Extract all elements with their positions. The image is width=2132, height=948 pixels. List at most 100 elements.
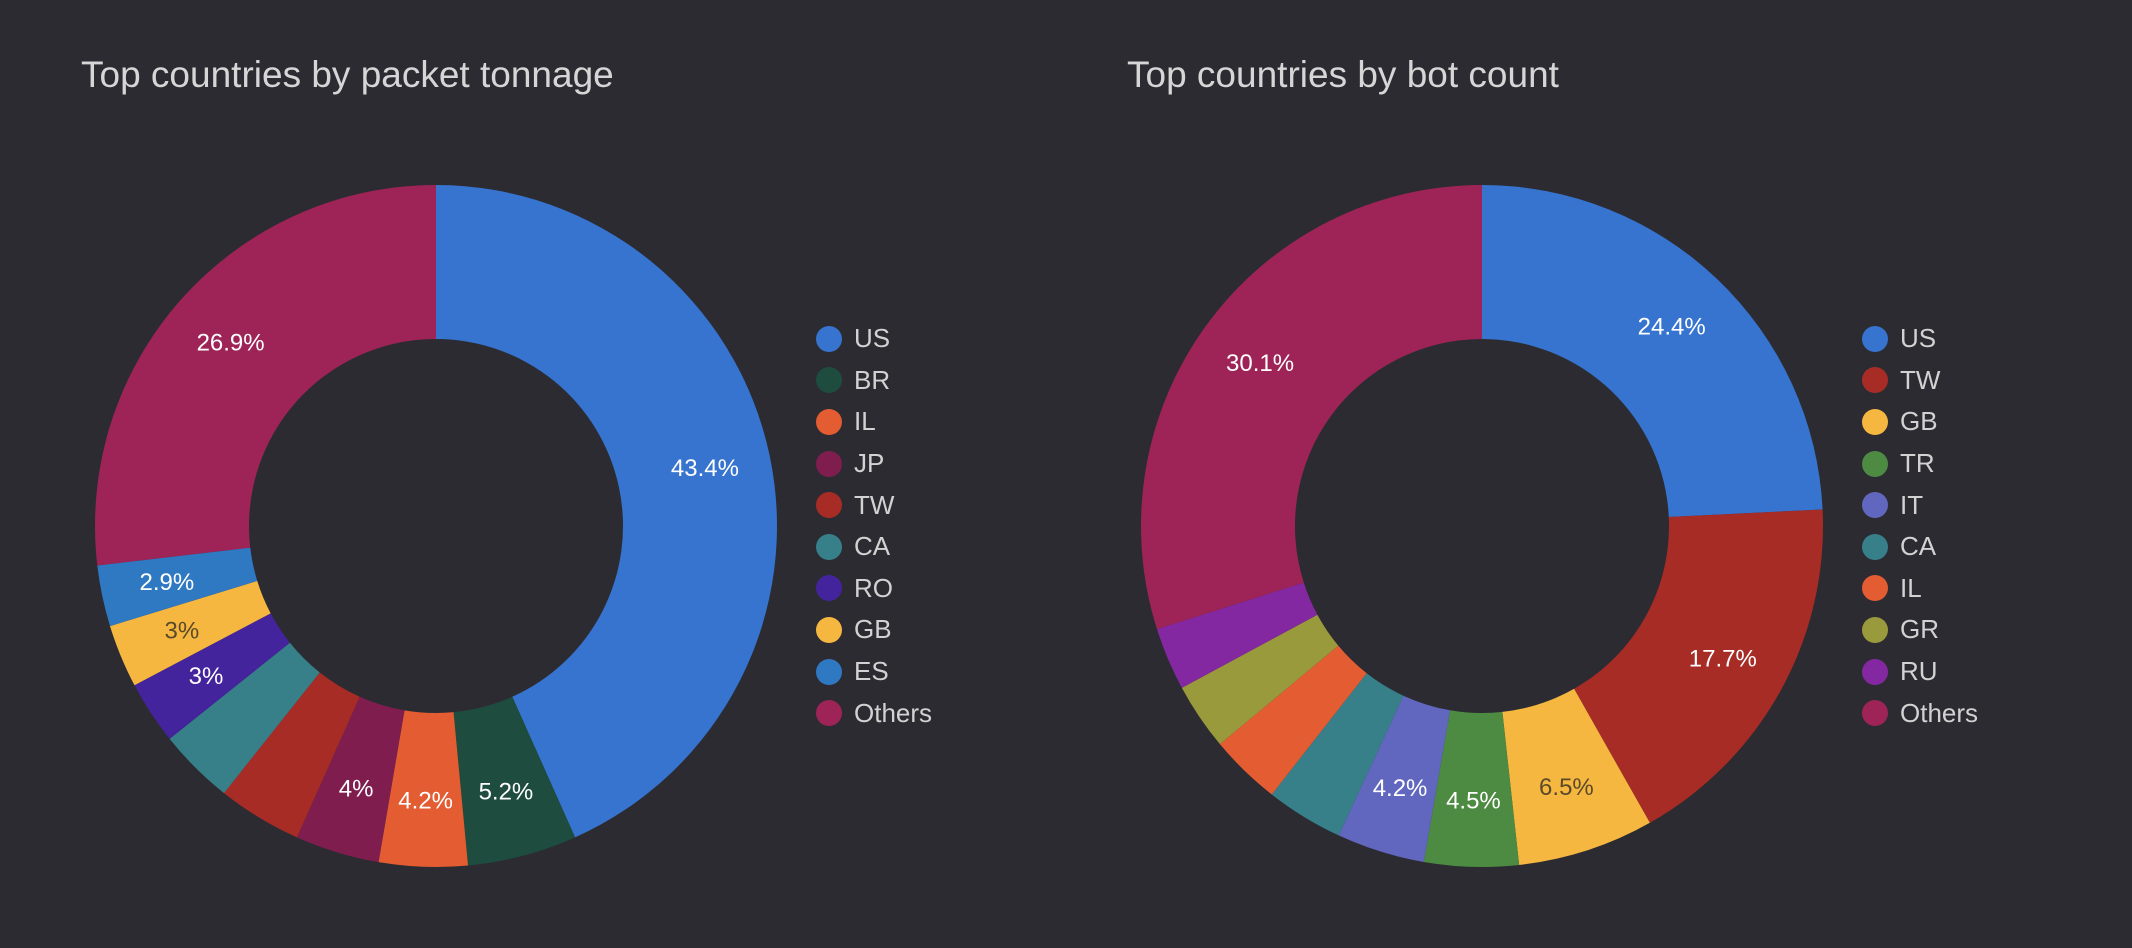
legend-item-us[interactable]: US [816, 318, 932, 360]
legend-label: CA [854, 531, 891, 562]
slice-label-others: 30.1% [1226, 350, 1294, 377]
legend-item-gb[interactable]: GB [1862, 401, 1978, 443]
legend-item-tw[interactable]: TW [1862, 360, 1978, 402]
legend-item-gb[interactable]: GB [816, 609, 932, 651]
legend-swatch [1862, 658, 1888, 685]
legend: US TW GB TR IT CA IL GR RU Others [1862, 318, 1978, 734]
slice-us[interactable] [1482, 185, 1823, 517]
slice-gr[interactable] [1181, 614, 1339, 745]
slice-tw[interactable] [223, 672, 360, 838]
legend-swatch [816, 616, 842, 643]
slice-tw[interactable] [1574, 509, 1823, 823]
slice-ro[interactable] [134, 613, 290, 739]
legend-item-il[interactable]: IL [1862, 568, 1978, 610]
legend-label: US [854, 323, 891, 354]
legend-swatch [816, 492, 842, 519]
legend-swatch [816, 408, 842, 435]
legend-item-tw[interactable]: TW [816, 484, 932, 526]
legend-item-us[interactable]: US [1862, 318, 1978, 360]
legend-swatch [1862, 700, 1888, 727]
legend-item-gr[interactable]: GR [1862, 609, 1978, 651]
legend-label: TR [1900, 448, 1935, 479]
slice-label-ro: 3% [189, 663, 224, 690]
legend-swatch [1862, 367, 1888, 394]
legend-label: IT [1900, 489, 1924, 520]
legend-label: TW [1900, 364, 1941, 395]
slice-il[interactable] [378, 710, 469, 867]
slice-label-jp: 4% [339, 776, 374, 803]
slice-it[interactable] [1338, 695, 1451, 862]
legend-swatch [1862, 325, 1888, 352]
legend-swatch [1862, 616, 1888, 643]
legend-item-br[interactable]: BR [816, 360, 932, 402]
slice-label-es: 2.9% [140, 569, 195, 596]
legend: US BR IL JP TW CA RO GB ES Others [816, 318, 932, 734]
legend-label: US [1900, 323, 1937, 354]
legend-label: CA [1900, 531, 1937, 562]
legend-item-ca[interactable]: CA [816, 526, 932, 568]
legend-item-others[interactable]: Others [1862, 692, 1978, 734]
packet-tonnage-donut: 43.4% 5.2% 4.2% 4% 3% 3% 2.9% 26.9% [94, 185, 778, 867]
slice-jp[interactable] [296, 696, 405, 863]
slice-others[interactable] [94, 185, 436, 566]
slice-label-gb: 6.5% [1539, 774, 1594, 801]
slice-label-tw: 17.7% [1689, 645, 1757, 672]
legend-label: RO [854, 572, 893, 603]
slice-tr[interactable] [1423, 710, 1520, 867]
legend-item-others[interactable]: Others [816, 692, 932, 734]
legend-item-ca[interactable]: CA [1862, 526, 1978, 568]
slice-il[interactable] [1219, 645, 1367, 795]
slice-gb[interactable] [110, 580, 271, 686]
slice-ca[interactable] [1271, 673, 1404, 836]
legend-item-es[interactable]: ES [816, 651, 932, 693]
legend-label: JP [854, 448, 885, 479]
legend-item-jp[interactable]: JP [816, 443, 932, 485]
packet-tonnage-panel: Top countries by packet tonnage 43.4% 5.2… [0, 0, 1045, 948]
legend-swatch [1862, 450, 1888, 477]
slice-label-tr: 4.5% [1446, 787, 1501, 814]
legend-swatch [1862, 575, 1888, 602]
legend-item-ro[interactable]: RO [816, 568, 932, 610]
slice-es[interactable] [97, 547, 258, 627]
slice-br[interactable] [453, 696, 576, 866]
slice-us[interactable] [436, 185, 778, 838]
bot-count-panel: Top countries by bot count 24.4% 17.7% 6.5… [1046, 0, 2091, 948]
legend-label: Others [1900, 697, 1979, 728]
legend-label: ES [854, 656, 889, 687]
bot-count-donut: 24.4% 17.7% 6.5% 4.5% 4.2% 30.1% [1141, 185, 1823, 867]
slice-label-us: 24.4% [1638, 313, 1706, 340]
slice-label-br: 5.2% [479, 778, 534, 805]
legend-label: Others [854, 697, 933, 728]
slice-gb[interactable] [1502, 688, 1650, 865]
legend-item-it[interactable]: IT [1862, 484, 1978, 526]
slice-ca[interactable] [169, 642, 320, 794]
legend-swatch [816, 700, 842, 727]
slice-label-us: 43.4% [671, 455, 739, 482]
legend-label: IL [854, 406, 876, 437]
legend-swatch [1862, 533, 1888, 560]
slice-label-il: 4.2% [398, 787, 453, 814]
legend-label: IL [1900, 572, 1922, 603]
slice-label-gb: 3% [165, 618, 200, 645]
legend-item-il[interactable]: IL [816, 401, 932, 443]
slice-label-others: 26.9% [197, 330, 265, 357]
legend-swatch [1862, 408, 1888, 435]
legend-item-tr[interactable]: TR [1862, 443, 1978, 485]
slice-others[interactable] [1141, 185, 1482, 630]
legend-label: GR [1900, 614, 1939, 645]
legend-swatch [816, 450, 842, 477]
slice-label-it: 4.2% [1373, 775, 1428, 802]
legend-swatch [816, 575, 842, 602]
slice-ru[interactable] [1156, 582, 1318, 688]
legend-swatch [816, 325, 842, 352]
chart-title: Top countries by bot count [1127, 54, 1559, 95]
legend-label: GB [854, 614, 892, 645]
legend-label: GB [1900, 406, 1938, 437]
legend-swatch [816, 658, 842, 685]
legend-label: BR [854, 364, 891, 395]
legend-label: RU [1900, 656, 1938, 687]
legend-label: TW [854, 489, 895, 520]
legend-item-ru[interactable]: RU [1862, 651, 1978, 693]
legend-swatch [1862, 492, 1888, 519]
legend-swatch [816, 367, 842, 394]
